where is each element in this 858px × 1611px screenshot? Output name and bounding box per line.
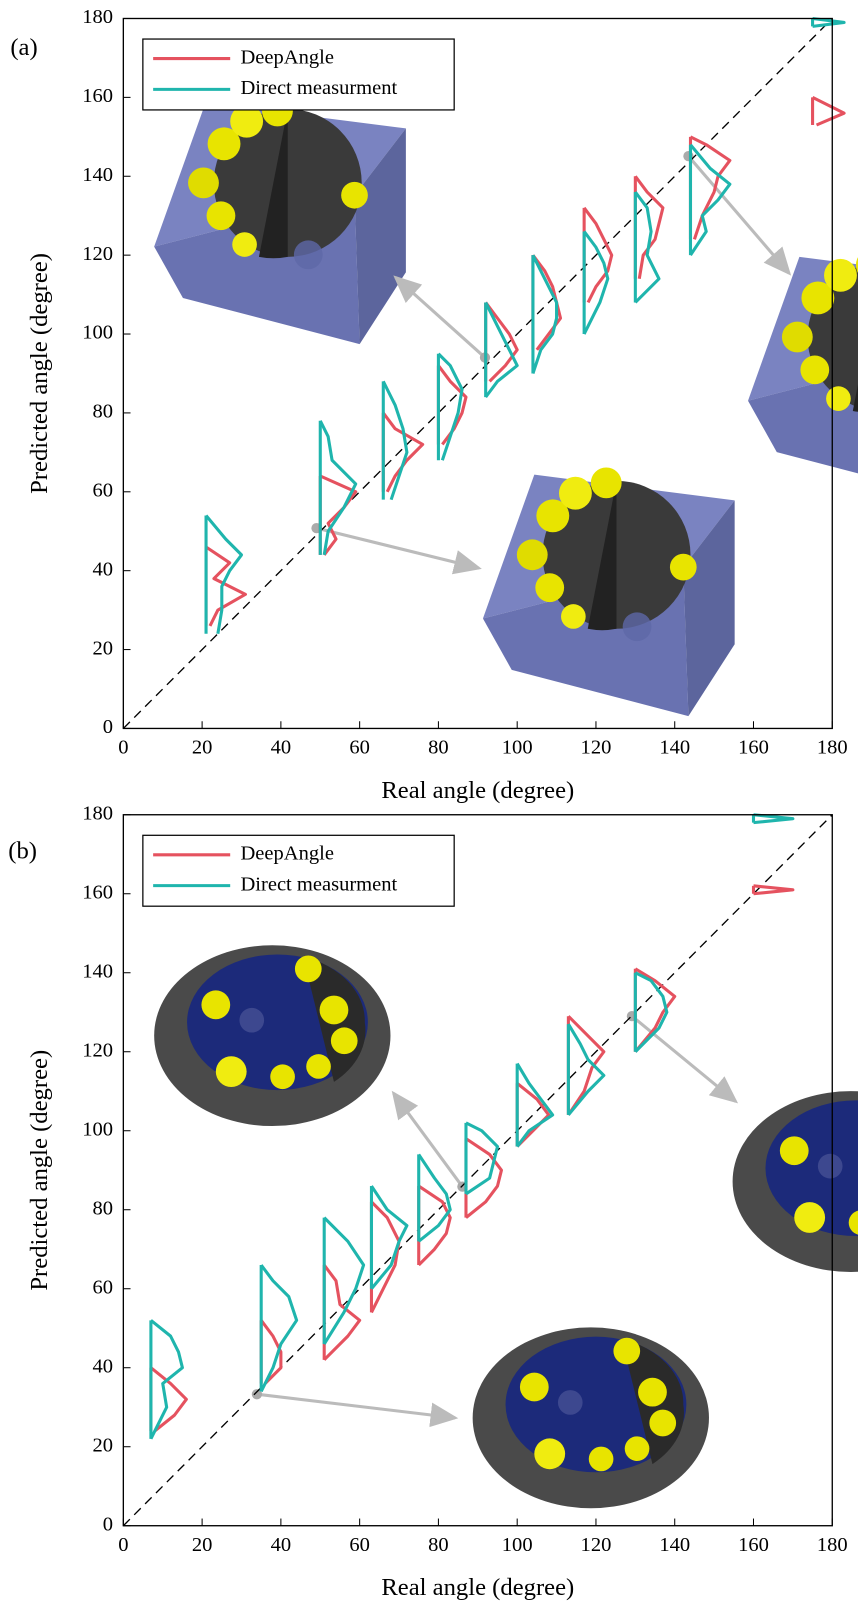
- histogram-profile: [813, 97, 845, 125]
- inset-a1: [154, 96, 406, 345]
- histogram-profile: [517, 1064, 552, 1147]
- histogram-profile: [371, 1186, 406, 1289]
- x-tick-label: 120: [581, 1534, 612, 1556]
- legend-label: Direct measurment: [240, 77, 397, 99]
- x-tick-label: 100: [502, 737, 533, 759]
- x-tick-label: 0: [118, 1534, 128, 1556]
- x-tick-label: 160: [738, 1534, 769, 1556]
- y-tick-label: 140: [82, 164, 113, 186]
- y-tick-label: 140: [82, 960, 113, 982]
- y-tick-label: 0: [103, 716, 113, 738]
- x-tick-label: 20: [192, 1534, 213, 1556]
- histogram-profile: [635, 969, 674, 1052]
- x-tick-label: 180: [817, 1534, 848, 1556]
- y-axis-label: Predicted angle (degree): [26, 1050, 53, 1291]
- x-tick-label: 100: [502, 1534, 533, 1556]
- y-tick-label: 120: [82, 243, 113, 265]
- panel-label: (a): [10, 34, 37, 61]
- histogram-profile: [635, 192, 659, 302]
- histogram-profile: [584, 208, 612, 303]
- x-axis-label: Real angle (degree): [381, 777, 574, 804]
- x-tick-label: 140: [659, 1534, 690, 1556]
- inset-b1: [154, 945, 390, 1126]
- y-tick-label: 20: [93, 1434, 114, 1456]
- y-tick-label: 80: [93, 1197, 114, 1219]
- y-tick-label: 180: [82, 6, 113, 28]
- histogram-profile: [486, 302, 518, 397]
- arrow: [396, 277, 485, 357]
- x-tick-label: 120: [581, 737, 612, 759]
- y-axis-label: Predicted angle (degree): [26, 253, 53, 494]
- y-tick-label: 100: [82, 1118, 113, 1140]
- inset-a2: [483, 467, 735, 716]
- y-tick-label: 60: [93, 1276, 114, 1298]
- y-tick-label: 60: [93, 480, 114, 502]
- x-tick-label: 60: [349, 1534, 370, 1556]
- inset-a3: [748, 250, 858, 499]
- x-tick-label: 160: [738, 737, 769, 759]
- x-axis-label: Real angle (degree): [381, 1574, 574, 1601]
- x-tick-label: 0: [118, 737, 128, 759]
- arrow: [394, 1093, 463, 1186]
- panel-label: (b): [8, 837, 37, 864]
- y-tick-label: 40: [93, 558, 114, 580]
- histogram-profile: [568, 1024, 603, 1115]
- y-tick-label: 160: [82, 881, 113, 903]
- legend-label: DeepAngle: [240, 46, 334, 68]
- legend-label: Direct measurment: [240, 873, 397, 895]
- histogram-profile: [324, 1265, 359, 1360]
- x-tick-label: 80: [428, 1534, 449, 1556]
- y-tick-label: 40: [93, 1355, 114, 1377]
- x-tick-label: 40: [271, 1534, 292, 1556]
- figure: 0 20 40 60 80 100 120 140 160 180 0 20 40 60 80 100 120 1…: [0, 0, 858, 1611]
- x-tick-label: 80: [428, 737, 449, 759]
- y-tick-label: 20: [93, 637, 114, 659]
- y-tick-label: 80: [93, 401, 114, 423]
- histogram-profile: [383, 381, 407, 499]
- arrow: [632, 1016, 736, 1101]
- inset-b3: [733, 1091, 858, 1272]
- y-tick-label: 100: [82, 322, 113, 344]
- x-tick-label: 60: [349, 737, 370, 759]
- page: {"chart_data": [ {"type": "histogram-pro…: [0, 0, 858, 1611]
- arrow: [257, 1394, 455, 1418]
- y-tick-label: 180: [82, 802, 113, 824]
- x-tick-label: 20: [192, 737, 213, 759]
- legend-label: DeepAngle: [240, 843, 334, 865]
- histogram-profile: [753, 815, 792, 823]
- inset-b2: [473, 1327, 709, 1508]
- y-tick-label: 0: [103, 1513, 113, 1535]
- y-tick-label: 160: [82, 85, 113, 107]
- x-tick-label: 180: [817, 737, 848, 759]
- histogram-profile: [517, 1083, 549, 1146]
- y-tick-label: 120: [82, 1039, 113, 1061]
- x-tick-label: 40: [271, 737, 292, 759]
- histogram-profile: [753, 886, 792, 894]
- x-tick-label: 140: [659, 737, 690, 759]
- arrow: [316, 528, 478, 568]
